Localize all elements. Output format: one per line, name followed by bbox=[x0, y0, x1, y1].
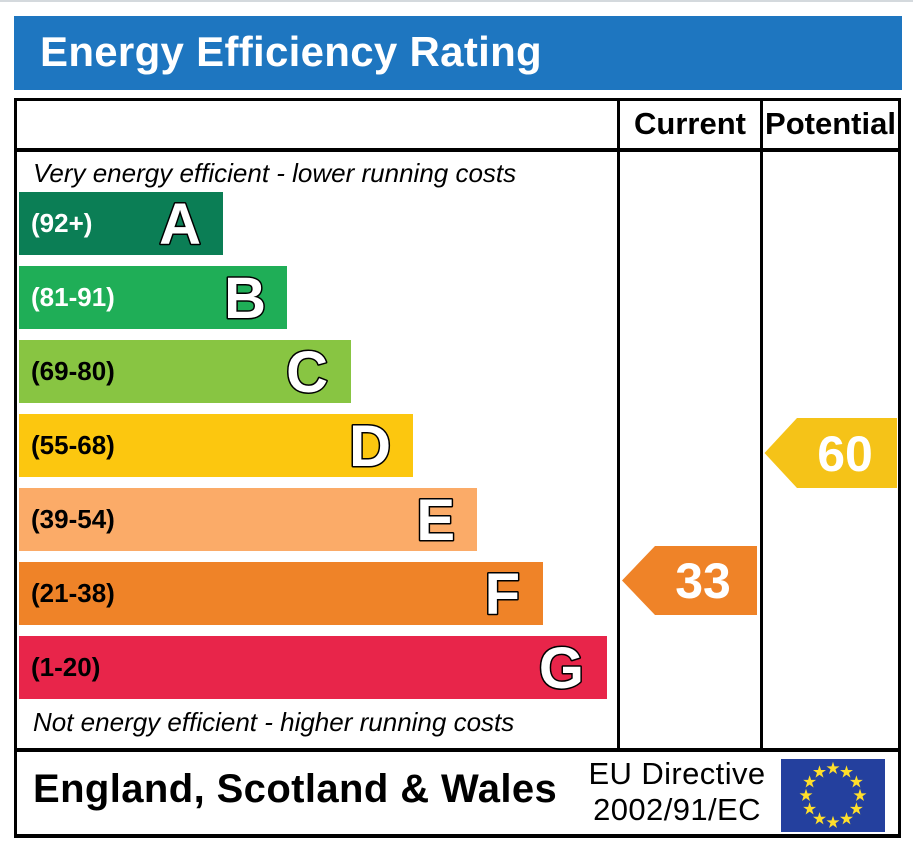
svg-text:A: A bbox=[159, 192, 201, 257]
svg-text:C: C bbox=[286, 340, 328, 405]
svg-text:60: 60 bbox=[817, 426, 873, 482]
svg-text:E: E bbox=[416, 488, 455, 553]
svg-text:G: G bbox=[539, 636, 584, 701]
svg-text:F: F bbox=[485, 562, 520, 627]
svg-text:33: 33 bbox=[675, 553, 731, 609]
svg-text:D: D bbox=[349, 414, 391, 479]
svg-text:B: B bbox=[224, 266, 266, 331]
